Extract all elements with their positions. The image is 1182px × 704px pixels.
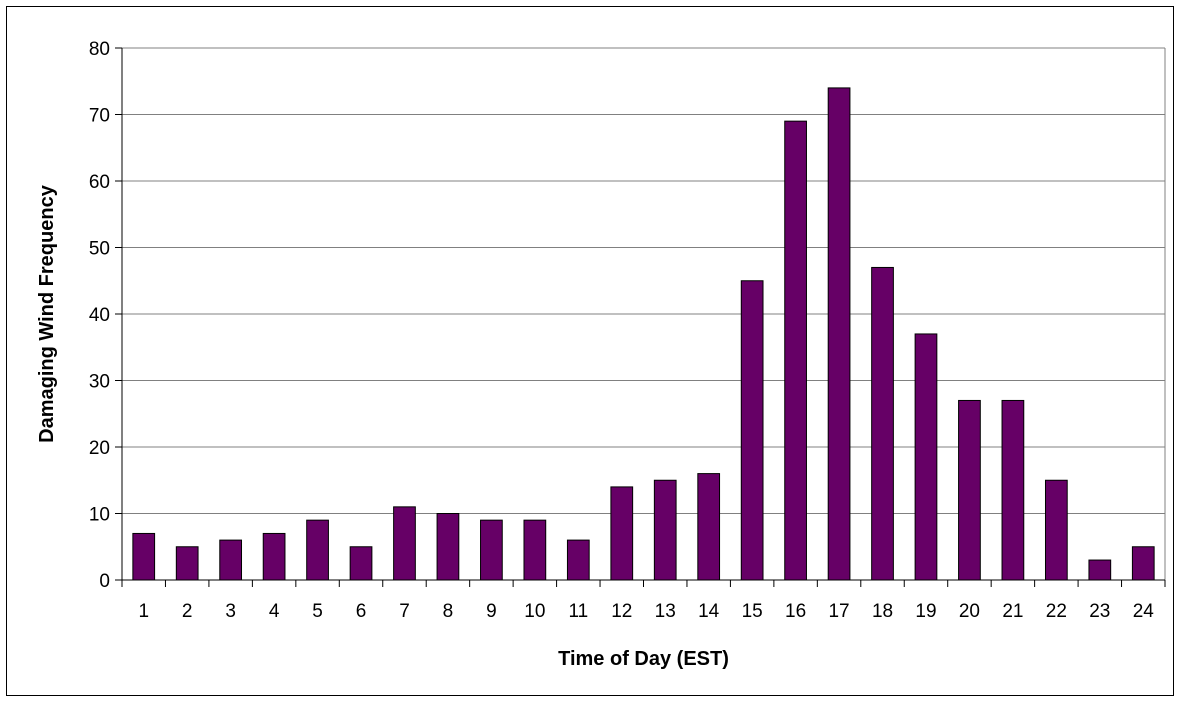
bar-19 [914,333,938,581]
x-tick-label: 14 [698,601,720,622]
x-tick-label: 4 [269,601,280,622]
y-tick-label: 20 [89,438,110,459]
axes [115,47,1166,587]
bar-14 [697,473,721,581]
y-tick-label: 30 [89,372,110,393]
y-tick-label: 80 [89,39,110,60]
x-tick-label: 17 [828,601,849,622]
bar-5 [306,519,329,581]
y-tick-label: 60 [89,172,110,193]
bars [132,87,1155,581]
bar-22 [1044,479,1068,581]
y-axis-title: Damaging Wind Frequency [36,184,58,443]
bar-11 [566,539,590,581]
bar-8 [436,513,460,581]
y-tick-label: 10 [89,505,110,526]
bar-20 [958,399,981,581]
y-tick-label: 0 [99,571,110,592]
x-tick-label: 7 [399,601,410,622]
bar-24 [1131,546,1155,581]
x-tick-label: 5 [312,601,323,622]
bar-1 [132,532,156,581]
bar-10 [523,519,547,581]
x-tick-label: 15 [742,601,763,622]
x-tick-label: 9 [486,601,497,622]
x-tick-label: 21 [1002,601,1023,622]
x-tick-labels: 1 2 3 4 5 6 7 8 9 10 11 12 13 14 15 16 17 18 19 20 21 22 23 24 [138,601,1154,622]
bar-16 [784,120,807,581]
x-tick-label: 13 [655,601,676,622]
bar-13 [653,479,677,581]
x-tick-label: 24 [1133,601,1155,622]
x-tick-label: 12 [611,601,632,622]
bar-15 [740,280,764,581]
bar-21 [1001,399,1025,581]
bar-18 [871,266,894,581]
x-tick-label: 6 [356,601,367,622]
x-tick-label: 3 [225,601,236,622]
x-tick-label: 16 [785,601,806,622]
x-tick-label: 11 [568,601,588,622]
x-tick-label: 22 [1046,601,1067,622]
y-tick-label: 70 [89,106,110,127]
bar-2 [175,546,199,581]
x-tick-label: 2 [182,601,193,622]
bar-23 [1088,559,1112,581]
x-tick-label: 20 [959,601,980,622]
gridlines [122,47,1166,580]
bar-17 [827,87,851,581]
x-tick-label: 1 [138,601,149,622]
bar-3 [219,539,243,581]
bar-6 [349,546,373,581]
chart-frame [6,6,1174,696]
x-axis-title: Time of Day (EST) [558,648,729,670]
y-tick-labels: 0 10 20 30 40 50 60 70 80 [89,39,110,592]
x-tick-label: 23 [1089,601,1110,622]
x-tick-label: 19 [915,601,936,622]
x-tick-label: 8 [443,601,454,622]
bar-9 [480,519,503,581]
bar-4 [262,532,286,581]
y-tick-label: 40 [89,305,110,326]
bar-7 [393,506,416,581]
x-tick-label: 10 [524,601,545,622]
bar-12 [610,486,634,581]
x-tick-label: 18 [872,601,893,622]
y-tick-label: 50 [89,239,110,260]
